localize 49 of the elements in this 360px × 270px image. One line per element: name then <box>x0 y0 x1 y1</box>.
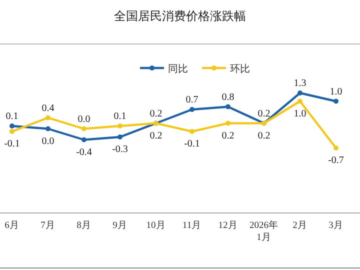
data-label: 0.2 <box>150 130 162 142</box>
point <box>190 129 194 134</box>
data-label: 0.2 <box>258 108 270 120</box>
point <box>334 98 338 104</box>
x-tick-label: 7月 <box>40 220 56 231</box>
x-tick-label: 6月 <box>4 220 20 231</box>
data-label: 0.2 <box>258 130 270 142</box>
data-label: -0.1 <box>4 138 20 150</box>
data-label: 0.8 <box>222 92 234 103</box>
data-label: -0.3 <box>112 144 128 155</box>
point <box>82 126 86 132</box>
point <box>10 129 14 134</box>
point <box>190 107 194 112</box>
point <box>118 124 122 128</box>
point <box>298 98 302 104</box>
data-label: 0.1 <box>114 111 126 122</box>
x-tick-label: 3月 <box>328 220 344 231</box>
data-label: 0.2 <box>150 108 162 120</box>
data-label: 1.0 <box>294 108 306 120</box>
data-label: -0.4 <box>76 146 92 158</box>
point <box>10 124 14 128</box>
point <box>298 90 302 96</box>
x-tick-label: 11月 <box>182 220 202 231</box>
data-label: -0.7 <box>328 155 344 166</box>
point <box>82 137 86 142</box>
x-tick-label: 12月 <box>218 220 238 231</box>
data-label: 0.7 <box>186 94 198 106</box>
data-label: 1.0 <box>330 86 342 98</box>
x-tick-label: 9月 <box>112 220 128 231</box>
point <box>46 126 50 132</box>
chart-title: 全国居民消费价格涨跌幅 <box>114 9 246 23</box>
data-label: 0.2 <box>222 130 234 142</box>
point <box>334 146 338 150</box>
data-label: 0.0 <box>78 114 90 125</box>
x-tick-label: 10月 <box>146 220 166 231</box>
legend-label: 同比 <box>168 63 188 75</box>
data-label: 0.0 <box>42 136 54 147</box>
point <box>118 134 122 140</box>
x-tick-label: 2月 <box>292 220 308 231</box>
x-tick-label: 8月 <box>76 220 92 231</box>
data-label: 0.1 <box>6 111 18 122</box>
data-label: 0.4 <box>42 102 54 114</box>
x-tick-label: 2026年 1月 <box>250 219 278 243</box>
legend-label: 环比 <box>230 63 250 75</box>
data-label: -0.1 <box>184 138 200 150</box>
point <box>226 104 230 110</box>
point <box>226 120 230 126</box>
data-label: 1.3 <box>294 78 306 89</box>
point <box>46 115 50 120</box>
